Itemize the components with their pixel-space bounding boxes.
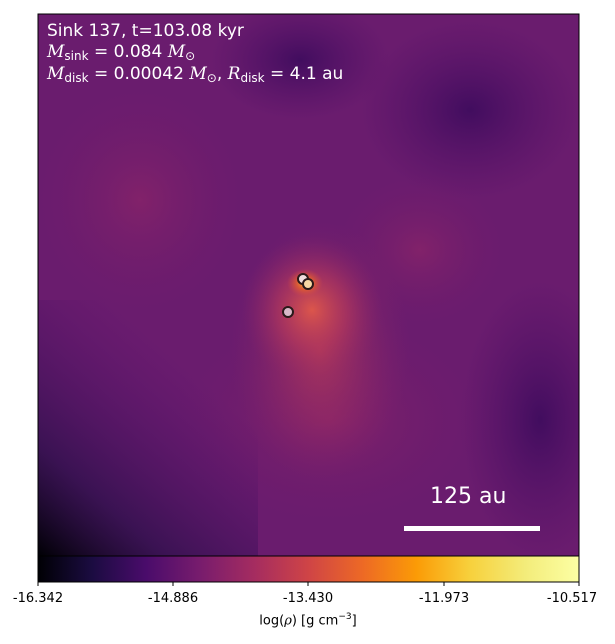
disk-mass-subscript: disk	[64, 71, 89, 85]
colorbar-label-rho: ρ	[284, 613, 292, 629]
colorbar-label-suffix: ) [g cm	[291, 613, 339, 629]
sink-info-line1: Sink 137, t=103.08 kyr	[47, 21, 244, 41]
colorbar-tick-label: -16.342	[12, 591, 64, 606]
colorbar-ticks	[37, 582, 580, 586]
solar-mass-subscript: ⊙	[185, 49, 196, 63]
comma: ,	[216, 64, 228, 84]
disk-info-line: Mdisk = 0.00042 M⊙, Rdisk = 4.1 au	[47, 64, 343, 89]
disk-radius-symbol: R	[227, 64, 241, 84]
colorbar	[37, 555, 580, 583]
disk-mass-symbol: M	[47, 64, 65, 84]
colorbar-label: log(ρ) [g cm−3]	[259, 612, 356, 628]
colorbar-label-end: ]	[351, 613, 357, 629]
colorbar-tick-label: -14.886	[147, 591, 199, 606]
scale-bar	[404, 526, 540, 531]
disk-mass-value: = 0.00042	[88, 64, 190, 84]
colorbar-tick-label: -11.973	[418, 591, 470, 606]
disk-radius-subscript: disk	[240, 71, 265, 85]
sink-mass-subscript: sink	[64, 49, 89, 63]
colorbar-label-exponent: −3	[338, 612, 352, 622]
disk-radius-value: = 4.1 au	[264, 64, 344, 84]
sink-mass-line: Msink = 0.084 M⊙	[47, 42, 195, 67]
sink-mass-symbol: M	[47, 42, 65, 62]
sink-marker-b	[302, 278, 314, 290]
scale-bar-label: 125 au	[430, 484, 507, 509]
sink-mass-value: = 0.084	[88, 42, 168, 62]
colorbar-label-prefix: log(	[259, 613, 285, 629]
solar-mass-symbol: M	[167, 42, 186, 62]
colorbar-tick-label: -10.517	[546, 591, 598, 606]
sink-marker-c	[282, 306, 294, 318]
solar-mass-symbol-2: M	[189, 64, 207, 84]
solar-mass-subscript-2: ⊙	[206, 71, 217, 85]
density-map	[38, 14, 579, 556]
colorbar-tick-label: -13.430	[282, 591, 334, 606]
